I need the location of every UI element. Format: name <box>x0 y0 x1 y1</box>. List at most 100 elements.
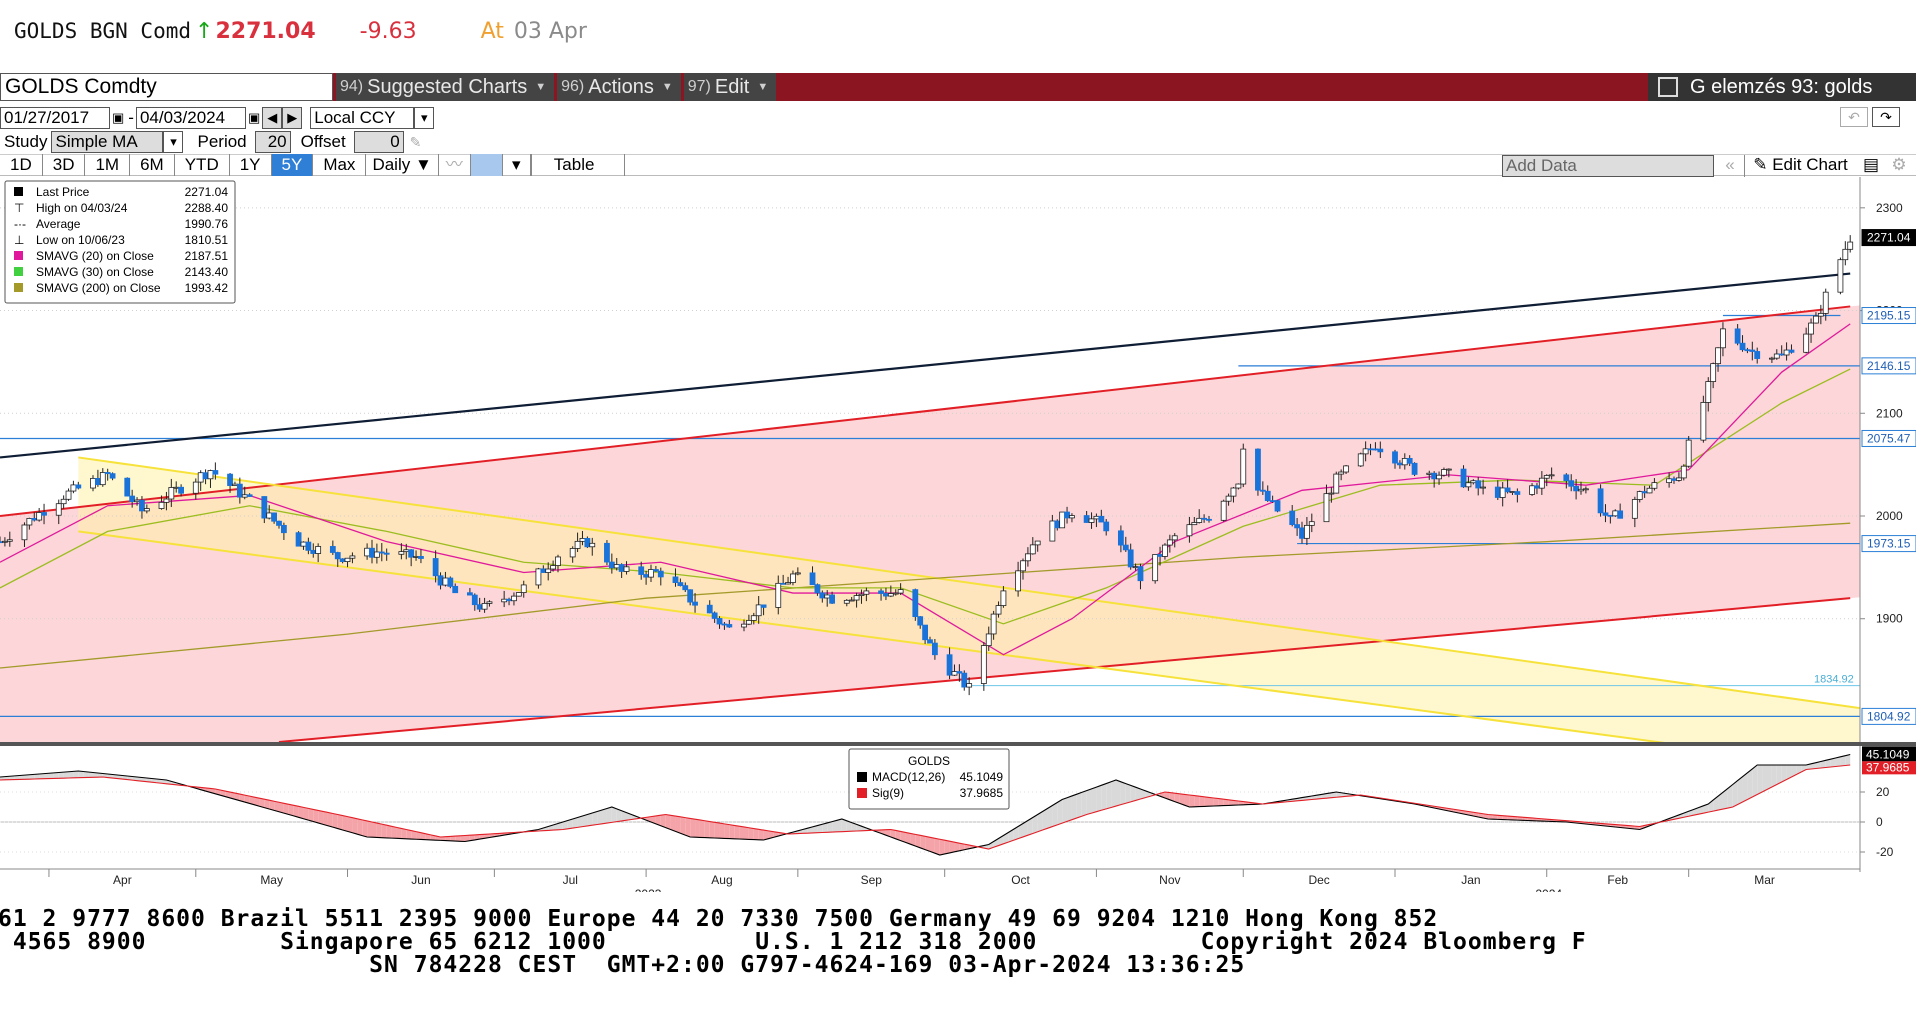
signal-tag-label: 37.9685 <box>1866 760 1910 774</box>
candle-body <box>1132 566 1139 569</box>
edit-chart-button[interactable]: ✎ Edit Chart <box>1744 155 1856 177</box>
candle-body <box>1460 468 1467 488</box>
chevron-down-icon[interactable]: ▾ <box>503 154 531 176</box>
price-tick-label: 2000 <box>1876 509 1903 523</box>
calendar-icon[interactable]: ▣ <box>112 110 125 125</box>
period-input[interactable]: 20 <box>254 131 291 153</box>
macd-fill <box>1106 781 1112 809</box>
offset-input[interactable]: 0 <box>353 131 404 153</box>
range-1y-button[interactable]: 1Y <box>230 154 272 176</box>
candle-body <box>677 582 684 587</box>
study-select[interactable]: Simple MA <box>51 131 164 153</box>
candle-body <box>1499 487 1506 498</box>
candle-body <box>408 549 415 558</box>
macd-fill <box>318 810 324 825</box>
macd-fill <box>1071 794 1077 820</box>
range-max-button[interactable]: Max <box>313 154 367 176</box>
macd-tag-box <box>1862 746 1916 762</box>
candle-body <box>608 561 615 569</box>
candle-body <box>1299 527 1305 539</box>
pencil-icon[interactable]: ✎ <box>409 133 422 150</box>
macd-fill <box>1767 765 1772 790</box>
toolbar-spacer <box>776 73 1648 101</box>
macd-fill <box>758 829 764 840</box>
macd-fill <box>1184 794 1190 807</box>
candle-body <box>1098 515 1105 523</box>
candle-body <box>1186 524 1193 537</box>
candle-body <box>1240 448 1247 485</box>
macd-fill <box>1032 814 1038 834</box>
legend-label: High on 04/03/24 <box>36 201 128 215</box>
macd-line <box>0 753 1851 856</box>
macd-fill <box>1204 796 1209 807</box>
candle-chart-icon[interactable] <box>470 154 503 176</box>
macd-fill <box>1840 755 1846 766</box>
legend-label: Last Price <box>36 185 90 199</box>
actions-menu[interactable]: 96) Actions ▼ <box>557 73 681 101</box>
macd-fill <box>562 820 568 830</box>
candle-body <box>1171 535 1178 541</box>
macd-fill <box>1488 814 1493 820</box>
candle-body <box>780 582 787 585</box>
table-button[interactable]: Table <box>530 154 626 176</box>
suggested-charts-menu[interactable]: 94) Suggested Charts ▼ <box>336 73 555 101</box>
candle-body <box>481 603 488 610</box>
gear-icon[interactable]: ⚙ <box>1891 155 1907 174</box>
macd-panel <box>0 753 1860 856</box>
candle-body <box>1230 487 1237 497</box>
range-5y-button[interactable]: 5Y <box>271 154 314 176</box>
candle-body <box>1631 499 1638 519</box>
price-legend: Last Price 2271.04 ⊤ High on 04/03/24 2288.4… <box>4 180 236 304</box>
range-3d-button[interactable]: 3D <box>43 154 86 176</box>
calendar-icon[interactable]: ▣ <box>247 110 261 125</box>
macd-fill <box>1316 794 1322 800</box>
candle-body <box>1436 474 1442 480</box>
macd-fill <box>1233 800 1239 806</box>
legend-swatch <box>14 187 23 196</box>
end-date-input[interactable]: 04/03/2024 <box>135 107 246 129</box>
security-field[interactable]: GOLDS Comdty <box>0 73 333 101</box>
macd-legend-value: 45.1049 <box>960 770 1004 784</box>
prev-arrow-icon[interactable]: ◀ <box>262 107 283 129</box>
candle-body <box>809 572 816 586</box>
candle-body <box>1612 510 1619 517</box>
macd-fill <box>48 772 54 779</box>
candle-body <box>99 472 106 486</box>
range-1d-button[interactable]: 1D <box>0 154 43 176</box>
macd-fill <box>342 815 348 832</box>
start-date-input[interactable]: 01/27/2017 <box>0 107 110 129</box>
edit-menu[interactable]: 97) Edit ▼ <box>683 73 777 101</box>
collapse-icon[interactable]: « <box>1725 155 1735 174</box>
candle-body <box>109 473 116 479</box>
next-arrow-icon[interactable]: ▶ <box>282 107 303 129</box>
currency-select[interactable]: Local CCY <box>310 107 415 129</box>
undo-icon[interactable]: ↶ <box>1840 107 1868 127</box>
external-link-icon <box>1658 77 1678 97</box>
macd-tick-label: 20 <box>1876 785 1890 799</box>
analysis-link[interactable]: G elemzés 93: golds <box>1648 73 1916 101</box>
sma200-line <box>0 522 1851 669</box>
candle-body <box>623 566 630 572</box>
last-price: 2271.04 <box>215 18 316 44</box>
range-6m-button[interactable]: 6M <box>130 154 175 176</box>
chart-settings-icon[interactable]: ▤ <box>1862 155 1880 174</box>
redo-icon[interactable]: ↷ <box>1872 107 1900 127</box>
frequency-select[interactable]: Daily ▼ <box>366 154 439 176</box>
add-data-input[interactable]: Add Data <box>1502 155 1714 177</box>
candle-body <box>266 512 273 519</box>
candle-body <box>824 594 831 599</box>
range-ytd-button[interactable]: YTD <box>175 154 230 176</box>
macd-fill <box>807 826 813 834</box>
candle-body <box>946 654 953 676</box>
candle-body <box>1127 549 1134 568</box>
line-chart-icon[interactable]: 〰 <box>439 154 471 176</box>
range-1m-button[interactable]: 1M <box>85 154 131 176</box>
chevron-down-icon[interactable]: ▾ <box>414 107 435 129</box>
candle-body <box>192 481 199 494</box>
price-chart[interactable]: 1834.92 190020002100220023002271.042195.… <box>0 177 1916 892</box>
chevron-down-icon[interactable]: ▾ <box>163 131 184 153</box>
candle-body <box>1054 520 1061 529</box>
candle-body <box>1220 500 1227 521</box>
candle-body <box>70 484 77 492</box>
quote-date: 03 Apr <box>513 18 587 44</box>
